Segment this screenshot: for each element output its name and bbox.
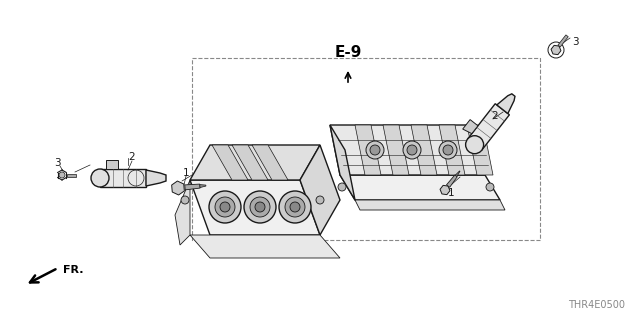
Polygon shape [551,45,561,55]
Polygon shape [190,235,340,258]
Circle shape [443,145,453,155]
Circle shape [220,202,230,212]
Polygon shape [212,145,248,180]
Polygon shape [252,145,288,180]
Polygon shape [67,173,76,177]
Polygon shape [232,145,268,180]
Polygon shape [330,125,355,200]
Circle shape [91,169,109,187]
Circle shape [244,191,276,223]
Polygon shape [439,125,465,175]
Polygon shape [455,171,460,176]
Circle shape [209,191,241,223]
Text: 1: 1 [447,188,454,198]
Circle shape [316,196,324,204]
Circle shape [215,197,235,217]
Polygon shape [467,104,509,150]
Circle shape [250,197,270,217]
Polygon shape [340,175,500,200]
Polygon shape [100,169,146,187]
Circle shape [486,183,494,191]
Text: E-9: E-9 [334,44,362,60]
Polygon shape [355,200,505,210]
Circle shape [338,183,346,191]
Polygon shape [185,184,200,190]
Polygon shape [175,180,190,245]
Text: 3: 3 [54,158,60,168]
Circle shape [59,172,65,178]
Circle shape [279,191,311,223]
Polygon shape [190,180,320,235]
Polygon shape [467,125,493,175]
Polygon shape [558,35,568,47]
Circle shape [285,197,305,217]
Polygon shape [355,125,381,175]
Polygon shape [497,94,515,114]
Circle shape [290,202,300,212]
Circle shape [403,141,421,159]
Circle shape [181,196,189,204]
Text: 2: 2 [492,111,498,121]
Circle shape [439,141,457,159]
Circle shape [466,136,484,154]
Polygon shape [463,120,478,134]
Polygon shape [447,175,457,187]
Polygon shape [300,145,340,235]
Polygon shape [200,185,206,188]
Text: 1: 1 [182,168,189,178]
Polygon shape [383,125,409,175]
Polygon shape [411,125,437,175]
Circle shape [407,145,417,155]
Polygon shape [330,125,485,175]
Polygon shape [190,145,320,180]
Polygon shape [106,160,118,169]
Polygon shape [172,181,184,195]
Text: 3: 3 [572,37,579,47]
Text: FR.: FR. [63,265,83,275]
Circle shape [255,202,265,212]
Text: THR4E0500: THR4E0500 [568,300,625,310]
Polygon shape [440,185,450,195]
Text: 2: 2 [129,152,135,162]
Circle shape [370,145,380,155]
Circle shape [366,141,384,159]
Polygon shape [146,170,166,186]
